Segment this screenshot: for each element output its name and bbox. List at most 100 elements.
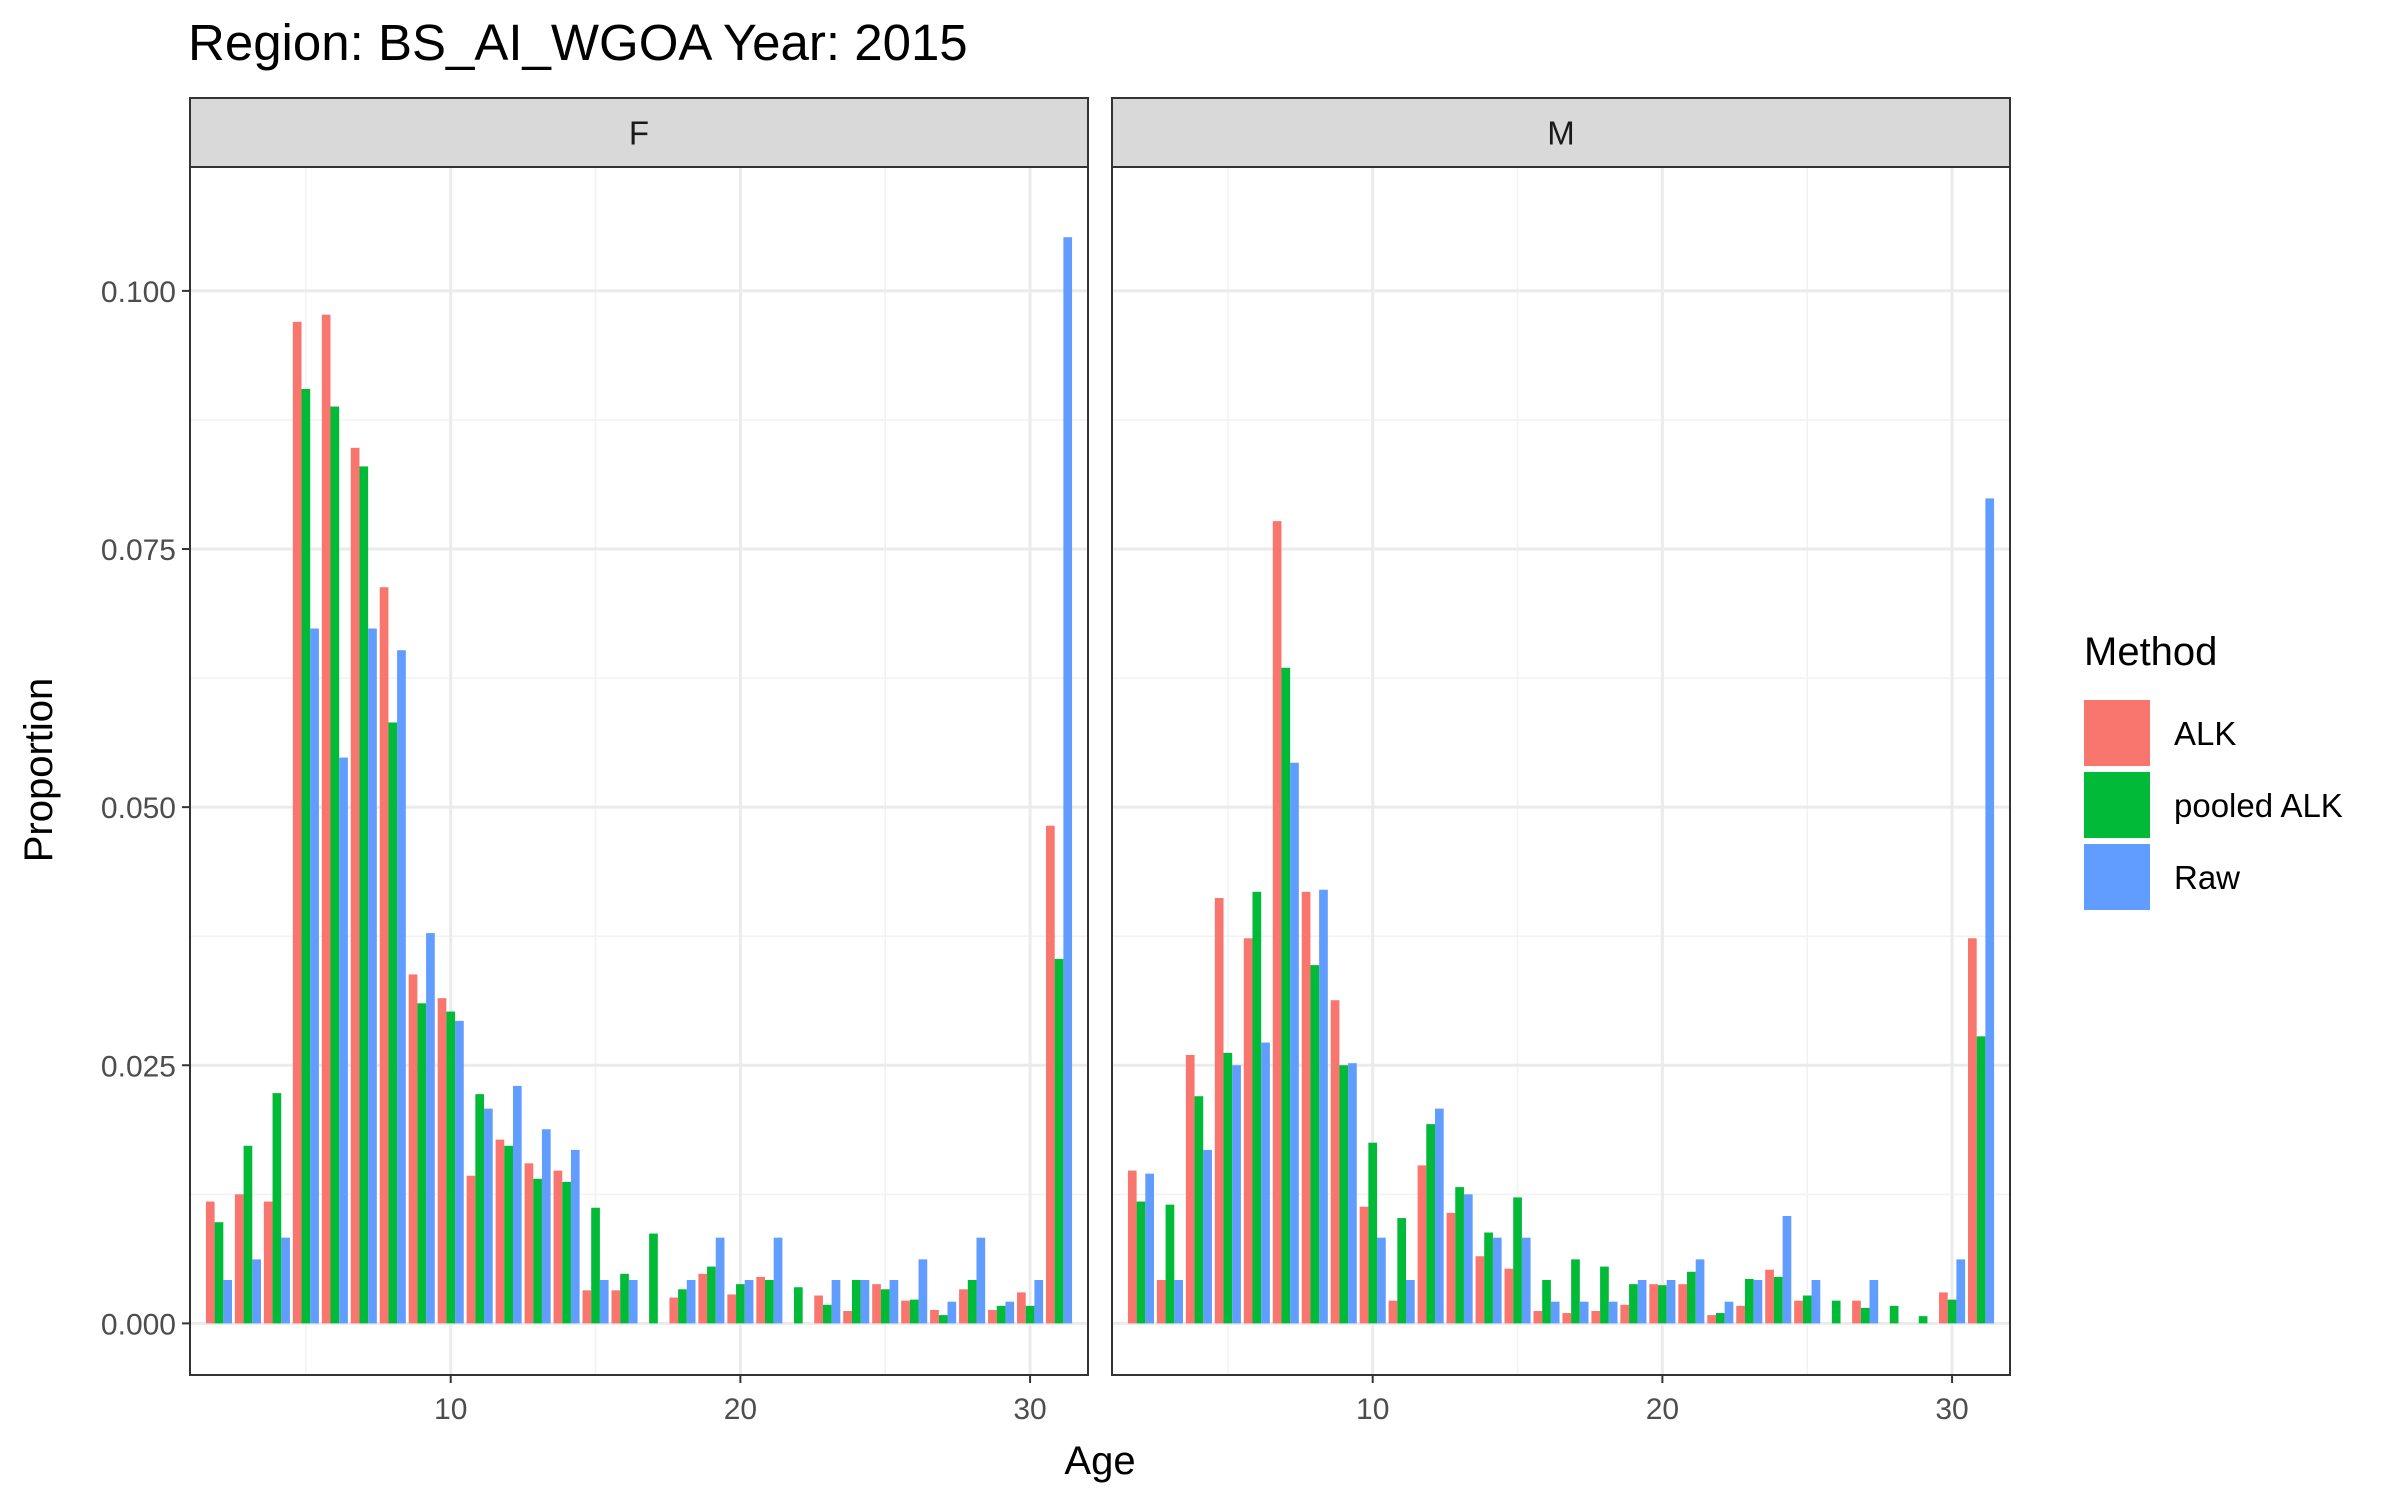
bar-alk bbox=[263, 1201, 273, 1324]
bar-raw bbox=[1782, 1215, 1792, 1324]
bar-alk bbox=[872, 1284, 881, 1324]
bar-pooled-alk bbox=[765, 1280, 774, 1324]
bar-alk bbox=[321, 314, 331, 1324]
bar-raw bbox=[1034, 1280, 1044, 1324]
bar-pooled-alk bbox=[620, 1273, 629, 1324]
bar-raw bbox=[455, 1020, 464, 1324]
bar-pooled-alk bbox=[330, 406, 340, 1324]
legend-title: Method bbox=[2084, 630, 2217, 674]
bar-pooled-alk bbox=[678, 1289, 687, 1324]
bar-raw bbox=[628, 1280, 638, 1324]
bar-alk bbox=[1504, 1268, 1514, 1324]
bar-raw bbox=[281, 1237, 290, 1324]
bar-pooled-alk bbox=[1658, 1285, 1667, 1324]
bar-pooled-alk bbox=[1860, 1307, 1870, 1324]
facet-strip bbox=[189, 97, 1089, 168]
bar-alk bbox=[1127, 1170, 1137, 1324]
bar-raw bbox=[1550, 1301, 1560, 1324]
x-tick-label: 20 bbox=[1646, 1393, 1679, 1426]
bar-raw bbox=[1811, 1280, 1821, 1324]
bar-pooled-alk bbox=[649, 1233, 658, 1324]
bar-pooled-alk bbox=[1773, 1276, 1783, 1324]
bar-raw bbox=[541, 1129, 551, 1324]
bar-raw bbox=[368, 628, 377, 1324]
bar-pooled-alk bbox=[1571, 1259, 1580, 1324]
bar-raw bbox=[599, 1280, 609, 1324]
bar-raw bbox=[1985, 498, 1995, 1324]
bar-pooled-alk bbox=[1947, 1299, 1957, 1324]
bar-raw bbox=[918, 1259, 928, 1324]
bar-pooled-alk bbox=[1223, 1052, 1233, 1324]
bar-alk bbox=[350, 447, 360, 1324]
bar-alk bbox=[1707, 1315, 1716, 1324]
bar-alk bbox=[553, 1170, 563, 1324]
x-tick-label: 30 bbox=[1935, 1393, 1968, 1426]
bar-pooled-alk bbox=[417, 1003, 427, 1324]
bar-raw bbox=[1608, 1301, 1618, 1324]
y-tick-label: 0.075 bbox=[101, 534, 176, 567]
bar-alk bbox=[1620, 1304, 1630, 1324]
bar-raw bbox=[686, 1280, 696, 1324]
bar-pooled-alk bbox=[909, 1299, 919, 1324]
bar-raw bbox=[310, 628, 319, 1324]
bar-pooled-alk bbox=[1600, 1266, 1609, 1324]
bar-alk bbox=[1388, 1300, 1398, 1324]
bar-alk bbox=[1852, 1300, 1861, 1324]
legend-label: pooled ALK bbox=[2174, 787, 2343, 824]
bar-alk bbox=[669, 1297, 679, 1324]
bar-raw bbox=[889, 1280, 899, 1324]
bar-raw bbox=[252, 1259, 261, 1324]
bar-raw bbox=[223, 1280, 233, 1324]
bar-raw bbox=[1005, 1301, 1015, 1324]
bar-pooled-alk bbox=[967, 1280, 977, 1324]
bar-alk bbox=[1939, 1292, 1948, 1324]
bar-pooled-alk bbox=[243, 1145, 253, 1324]
bar-pooled-alk bbox=[1889, 1305, 1899, 1324]
bar-raw bbox=[1666, 1280, 1676, 1324]
bar-pooled-alk bbox=[736, 1284, 745, 1324]
bar-pooled-alk bbox=[1629, 1284, 1638, 1324]
bar-raw bbox=[1695, 1259, 1705, 1324]
bar-raw bbox=[1956, 1259, 1966, 1324]
bar-alk bbox=[698, 1273, 708, 1324]
y-tick-label: 0.000 bbox=[101, 1308, 176, 1341]
bar-alk bbox=[930, 1309, 939, 1324]
bar-raw bbox=[1063, 237, 1073, 1324]
bar-raw bbox=[1637, 1280, 1647, 1324]
bar-pooled-alk bbox=[1484, 1232, 1493, 1324]
bar-alk bbox=[1045, 825, 1055, 1324]
bar-pooled-alk bbox=[1918, 1316, 1928, 1324]
bar-raw bbox=[1521, 1237, 1531, 1324]
bar-alk bbox=[1475, 1256, 1485, 1324]
facet-panel-m: M 10 20 30 bbox=[1111, 97, 2011, 1426]
bar-pooled-alk bbox=[996, 1305, 1006, 1324]
bar-pooled-alk bbox=[562, 1181, 571, 1324]
bar-alk bbox=[1214, 897, 1224, 1324]
x-tick-label: 10 bbox=[1356, 1393, 1389, 1426]
y-axis-title: Proportion bbox=[17, 678, 61, 863]
bar-alk bbox=[1765, 1269, 1774, 1324]
x-tick-label: 10 bbox=[434, 1393, 467, 1426]
bar-pooled-alk bbox=[1831, 1300, 1841, 1324]
bar-pooled-alk bbox=[388, 722, 398, 1324]
facet-strip-label: F bbox=[629, 115, 649, 152]
bar-alk bbox=[582, 1290, 592, 1324]
bar-raw bbox=[1753, 1280, 1763, 1324]
facet-panel-f: F 10 20 30 bbox=[189, 97, 1089, 1426]
bar-raw bbox=[773, 1237, 783, 1324]
bar-pooled-alk bbox=[1054, 958, 1064, 1324]
bar-raw bbox=[1377, 1237, 1386, 1324]
bar-raw bbox=[397, 650, 406, 1324]
bar-raw bbox=[715, 1237, 725, 1324]
bar-alk bbox=[1272, 521, 1282, 1324]
bar-alk bbox=[727, 1294, 737, 1324]
bar-alk bbox=[466, 1175, 476, 1324]
bar-raw bbox=[339, 757, 348, 1324]
bar-raw bbox=[1174, 1280, 1183, 1324]
y-tick-label: 0.100 bbox=[101, 276, 176, 309]
bar-pooled-alk bbox=[1136, 1201, 1146, 1324]
legend-key-raw bbox=[2084, 844, 2150, 910]
bar-pooled-alk bbox=[1194, 1096, 1204, 1324]
facet-panels: F 10 20 30 M 10 20 30 bbox=[189, 97, 2011, 1426]
bar-pooled-alk bbox=[707, 1266, 716, 1324]
